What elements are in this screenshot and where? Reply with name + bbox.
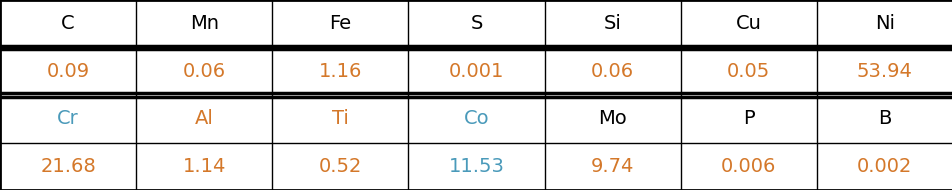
Text: Cu: Cu (735, 14, 761, 33)
Text: Fe: Fe (329, 14, 351, 33)
Text: 0.001: 0.001 (448, 62, 504, 81)
Text: 21.68: 21.68 (40, 157, 96, 176)
Text: 0.05: 0.05 (726, 62, 769, 81)
Text: 1.14: 1.14 (183, 157, 226, 176)
Text: Al: Al (194, 109, 213, 128)
Text: Ni: Ni (874, 14, 894, 33)
Text: 0.002: 0.002 (857, 157, 912, 176)
Text: 11.53: 11.53 (448, 157, 504, 176)
Text: 0.09: 0.09 (47, 62, 89, 81)
Text: 0.06: 0.06 (590, 62, 633, 81)
Text: 53.94: 53.94 (856, 62, 912, 81)
Text: Mn: Mn (189, 14, 219, 33)
Text: Mo: Mo (598, 109, 626, 128)
Text: B: B (878, 109, 891, 128)
Text: 0.52: 0.52 (318, 157, 362, 176)
Text: Cr: Cr (57, 109, 79, 128)
Text: 9.74: 9.74 (590, 157, 634, 176)
Text: S: S (470, 14, 482, 33)
Text: 1.16: 1.16 (318, 62, 362, 81)
Text: 0.06: 0.06 (183, 62, 226, 81)
Text: 0.006: 0.006 (721, 157, 776, 176)
Text: Ti: Ti (331, 109, 348, 128)
Text: C: C (61, 14, 75, 33)
Text: Si: Si (603, 14, 621, 33)
Text: Co: Co (464, 109, 488, 128)
Text: P: P (743, 109, 754, 128)
